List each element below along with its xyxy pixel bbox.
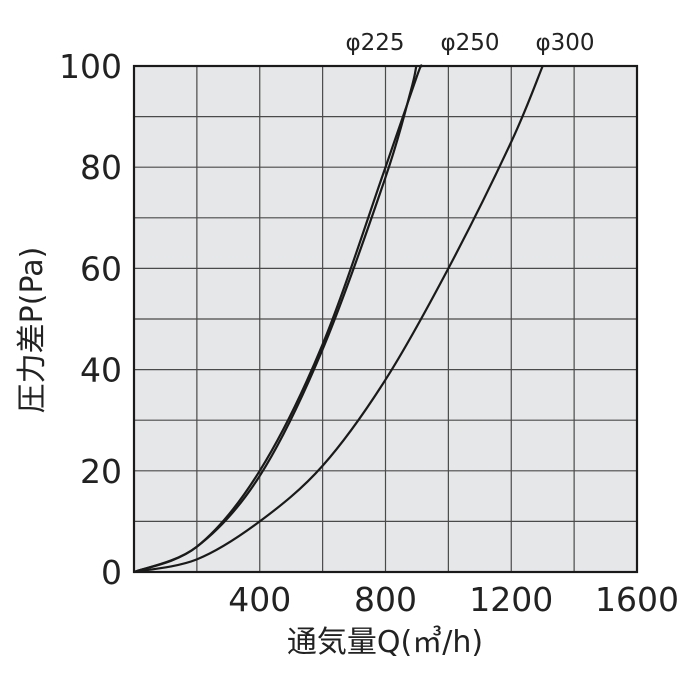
x-axis-title: 通気量Q(㎥/h): [287, 625, 483, 660]
series-line-1: [133, 65, 418, 574]
y-axis-title: 圧力差P(Pa): [15, 247, 50, 414]
series-line-2: [133, 65, 544, 574]
x-tick-label: 400: [228, 580, 291, 619]
series-labels: φ225 φ250 φ300: [345, 30, 594, 56]
series-label-1: φ250: [440, 30, 499, 56]
series-curves: [133, 64, 544, 574]
series-label-2: φ300: [535, 30, 594, 56]
y-tick-labels: 0 20 40 60 80 100: [59, 47, 122, 592]
series-label-0: φ225: [345, 30, 404, 56]
y-tick-label: 100: [59, 47, 122, 86]
y-tick-label: 40: [80, 351, 122, 390]
x-tick-label: 1600: [595, 580, 679, 619]
x-tick-labels: 400 800 1200 1600: [228, 580, 679, 619]
y-tick-label: 80: [80, 148, 122, 187]
x-tick-label: 1200: [469, 580, 553, 619]
y-tick-label: 60: [80, 249, 122, 288]
plot-frame: [132, 64, 639, 574]
y-tick-label: 0: [101, 553, 122, 592]
x-tick-label: 800: [354, 580, 417, 619]
y-tick-label: 20: [80, 452, 122, 491]
